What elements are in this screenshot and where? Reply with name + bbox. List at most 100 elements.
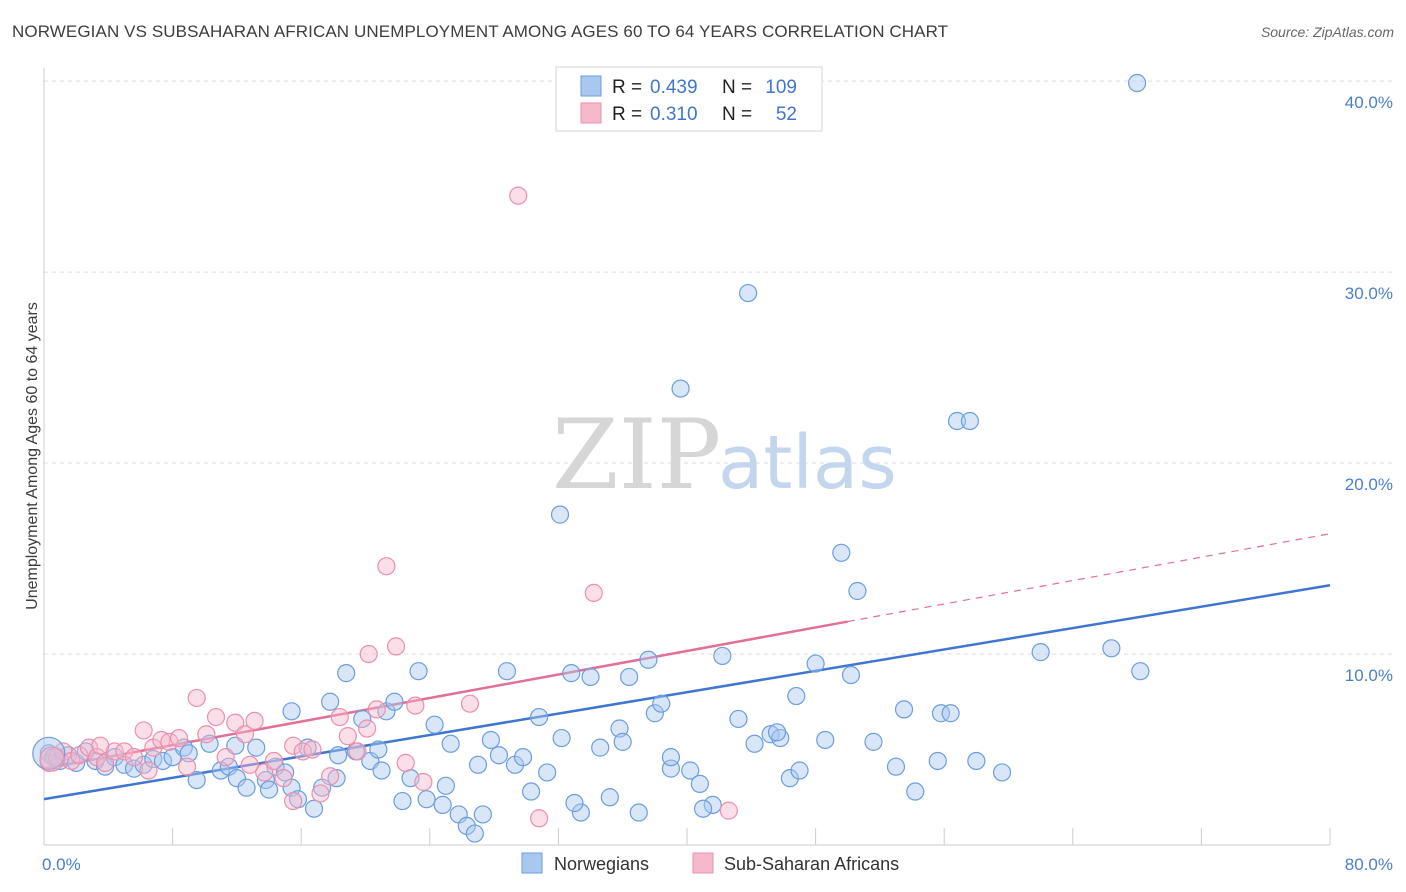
- data-point: [367, 700, 386, 719]
- data-point: [321, 767, 340, 786]
- data-point: [160, 732, 179, 751]
- data-point: [497, 662, 517, 681]
- data-point: [513, 748, 533, 767]
- legend-r-value-subsaharan: 0.310: [650, 104, 698, 125]
- y-tick-label-10: 10.0%: [1345, 666, 1393, 685]
- data-point: [906, 782, 925, 801]
- data-point: [264, 751, 283, 771]
- data-point: [738, 283, 758, 303]
- data-point: [436, 776, 455, 795]
- data-point: [565, 793, 584, 813]
- legend-n-value-subsaharan: 52: [776, 104, 797, 125]
- data-point: [153, 751, 173, 771]
- data-point: [620, 667, 639, 687]
- data-point: [967, 751, 986, 771]
- data-point: [282, 702, 301, 721]
- data-point: [169, 728, 189, 748]
- data-point: [473, 805, 492, 824]
- data-point: [681, 761, 700, 780]
- data-point: [771, 728, 790, 748]
- data-point: [245, 711, 264, 730]
- data-point: [848, 581, 867, 601]
- data-point: [237, 778, 256, 797]
- data-point: [780, 769, 799, 788]
- data-point: [372, 761, 391, 780]
- data-point: [321, 692, 340, 711]
- data-point: [369, 740, 388, 759]
- data-point: [806, 654, 825, 673]
- data-point: [348, 742, 367, 761]
- data-point: [396, 753, 415, 772]
- data-point: [931, 704, 951, 723]
- data-point: [206, 707, 226, 727]
- data-point: [377, 557, 396, 576]
- data-point: [465, 824, 484, 843]
- watermark-zip: ZIP: [552, 399, 721, 511]
- data-point: [713, 646, 732, 666]
- points-layer: [32, 73, 1150, 843]
- data-point: [652, 694, 671, 713]
- data-point: [581, 667, 600, 687]
- data-point: [353, 709, 372, 729]
- data-point: [521, 782, 541, 801]
- data-point: [330, 707, 349, 727]
- data-point: [550, 505, 570, 524]
- legend-n-value-norwegians: 109: [765, 77, 797, 98]
- grid-layer: 10.0% 20.0% 30.0% 40.0%: [44, 80, 1395, 685]
- data-point: [417, 790, 436, 809]
- data-point: [690, 774, 709, 793]
- y-tick-label-20: 20.0%: [1345, 475, 1393, 494]
- watermark: ZIP atlas: [552, 399, 897, 511]
- y-tick-label-30: 30.0%: [1345, 284, 1393, 303]
- data-point: [894, 700, 914, 719]
- y-tick-label-40: 40.0%: [1345, 93, 1393, 112]
- data-point: [386, 637, 406, 656]
- data-point: [406, 696, 425, 715]
- data-point: [329, 746, 348, 765]
- data-point: [177, 757, 197, 776]
- data-point: [284, 791, 303, 811]
- data-point: [671, 379, 690, 398]
- data-point: [1031, 643, 1050, 662]
- data-point: [284, 736, 303, 755]
- data-point: [832, 543, 851, 562]
- data-point: [304, 799, 324, 818]
- data-point: [703, 795, 722, 814]
- data-point: [338, 727, 357, 746]
- data-point: [1127, 73, 1147, 93]
- data-point: [179, 744, 198, 763]
- data-point: [886, 757, 906, 776]
- data-point: [359, 644, 378, 664]
- legend-r-label-norwegians: R =: [612, 77, 642, 98]
- data-point: [70, 746, 89, 765]
- data-point: [600, 788, 619, 807]
- legend-swatch-norwegians: [580, 75, 602, 97]
- data-point: [613, 732, 632, 751]
- data-point: [134, 721, 153, 740]
- data-point: [481, 730, 500, 750]
- data-point: [433, 795, 452, 814]
- bottom-legend-swatch-subsaharan: [692, 852, 714, 874]
- data-point: [460, 694, 480, 713]
- data-point: [719, 801, 738, 820]
- data-point: [661, 748, 681, 767]
- data-point: [530, 707, 549, 727]
- data-point: [992, 763, 1012, 782]
- bottom-legend-swatch-norwegians: [521, 852, 543, 874]
- data-point: [197, 725, 216, 744]
- legend-swatch-subsaharan: [580, 102, 602, 124]
- y-axis-title: Unemployment Among Ages 60 to 64 years: [24, 302, 41, 610]
- data-point: [393, 791, 412, 811]
- data-point: [816, 730, 835, 750]
- data-point: [200, 734, 219, 753]
- data-point: [259, 780, 279, 799]
- series-norwegians: [39, 73, 1150, 843]
- data-point: [767, 723, 787, 742]
- data-point: [327, 769, 346, 788]
- data-point: [115, 755, 134, 774]
- data-point: [584, 583, 603, 603]
- data-point: [509, 186, 528, 205]
- bottom-legend-label-norwegians: Norwegians: [554, 854, 649, 874]
- legend-r-label-subsaharan: R =: [612, 104, 642, 125]
- x-tick-label-max: 80.0%: [1345, 855, 1393, 874]
